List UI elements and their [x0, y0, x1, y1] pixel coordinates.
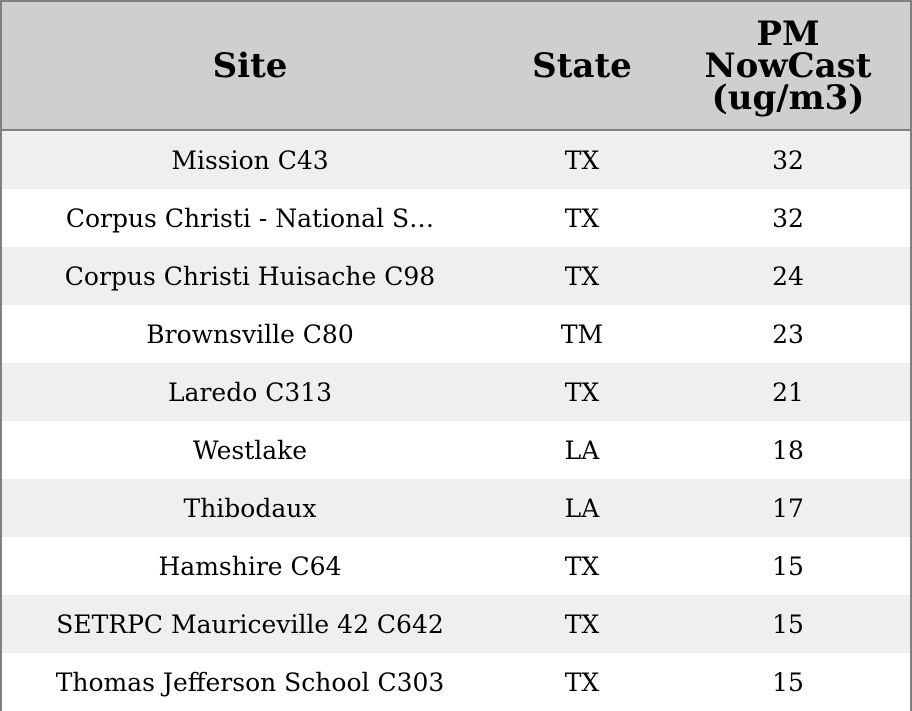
state-cell: TX	[564, 609, 600, 639]
pm-value-cell: 17	[772, 493, 804, 523]
table-row: Hamshire C64 TX 15	[2, 537, 910, 595]
site-cell: Brownsville C80	[146, 319, 354, 349]
table-row: Thomas Jefferson School C303 TX 15	[2, 653, 910, 711]
state-cell: TX	[564, 203, 600, 233]
pm-value-cell: 23	[772, 319, 804, 349]
table-row: Westlake LA 18	[2, 421, 910, 479]
pm-value-cell: 15	[772, 667, 804, 697]
site-cell: Thomas Jefferson School C303	[55, 667, 445, 697]
site-cell: Corpus Christi Huisache C98	[64, 261, 436, 291]
table-row: Corpus Christi Huisache C98 TX 24	[2, 247, 910, 305]
state-cell: TX	[564, 667, 600, 697]
pm-value-cell: 21	[772, 377, 804, 407]
state-cell: LA	[564, 493, 600, 523]
site-cell: Laredo C313	[167, 377, 333, 407]
site-cell: Corpus Christi - National S…	[65, 203, 435, 233]
site-cell: Westlake	[192, 435, 308, 465]
site-cell: Thibodaux	[183, 493, 317, 523]
state-cell: TX	[564, 551, 600, 581]
table-row: Laredo C313 TX 21	[2, 363, 910, 421]
table-row: Mission C43 TX 32	[2, 131, 910, 189]
table-row: SETRPC Mauriceville 42 C642 TX 15	[2, 595, 910, 653]
pm-value-cell: 32	[772, 203, 804, 233]
pm-value-cell: 32	[772, 145, 804, 175]
state-cell: TM	[560, 319, 604, 349]
site-cell: Hamshire C64	[158, 551, 342, 581]
pm-value-cell: 15	[772, 609, 804, 639]
header-site: Site	[212, 45, 288, 86]
state-cell: TX	[564, 261, 600, 291]
site-cell: Mission C43	[171, 145, 329, 175]
table-row: Thibodaux LA 17	[2, 479, 910, 537]
header-state: State	[532, 45, 632, 86]
pm-value-cell: 24	[772, 261, 804, 291]
site-cell: SETRPC Mauriceville 42 C642	[56, 609, 444, 639]
pm-value-cell: 18	[772, 435, 804, 465]
state-cell: LA	[564, 435, 600, 465]
table-header: Site State PM NowCast (ug/m3)	[2, 2, 910, 131]
table-body: Mission C43 TX 32 Corpus Christi - National…	[2, 131, 910, 711]
table-row: Corpus Christi - National S… TX 32	[2, 189, 910, 247]
table-row: Brownsville C80 TM 23	[2, 305, 910, 363]
header-pm-nowcast: PM NowCast (ug/m3)	[704, 13, 872, 118]
state-cell: TX	[564, 377, 600, 407]
pm-value-cell: 15	[772, 551, 804, 581]
state-cell: TX	[564, 145, 600, 175]
